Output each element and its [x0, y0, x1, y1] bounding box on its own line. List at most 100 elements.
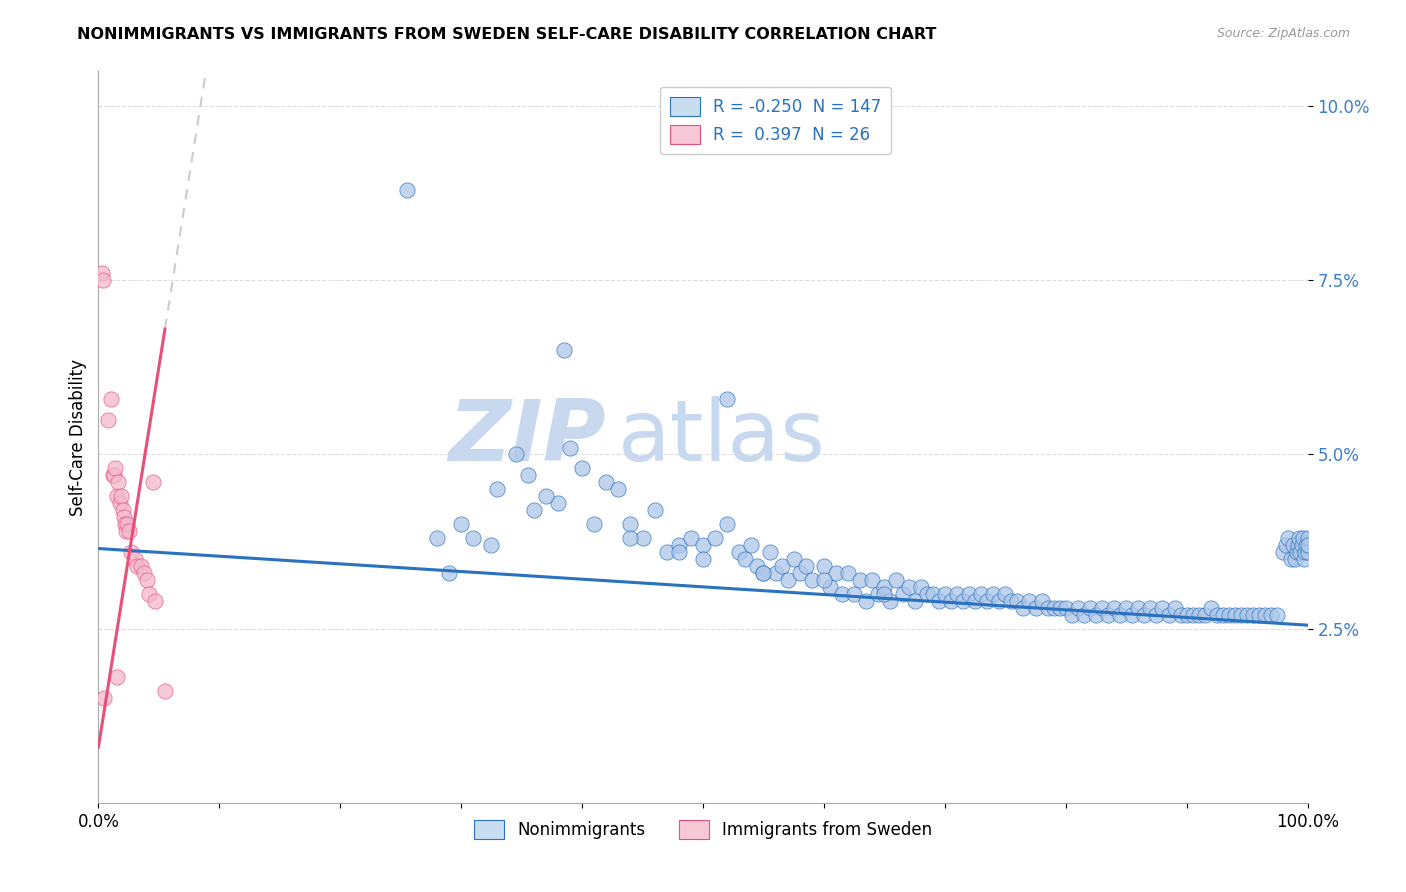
Point [124, 552, 146, 566]
Point [910, 580, 932, 594]
Point [101, 468, 124, 483]
Point [1223, 607, 1246, 622]
Point [747, 558, 769, 573]
Point [891, 587, 914, 601]
Point [897, 580, 920, 594]
Point [1294, 545, 1316, 559]
Point [143, 594, 166, 608]
Point [120, 545, 142, 559]
Point [818, 580, 841, 594]
Point [583, 517, 606, 532]
Point [1284, 552, 1306, 566]
Point [988, 594, 1011, 608]
Point [1296, 538, 1319, 552]
Point [868, 587, 890, 601]
Point [1296, 545, 1319, 559]
Point [115, 524, 138, 538]
Point [1194, 607, 1216, 622]
Point [505, 448, 527, 462]
Point [921, 587, 943, 601]
Point [1146, 607, 1168, 622]
Point [1031, 594, 1053, 608]
Point [1267, 607, 1289, 622]
Point [93, 691, 115, 706]
Point [105, 489, 128, 503]
Point [134, 566, 156, 580]
Point [1279, 552, 1302, 566]
Point [879, 594, 901, 608]
Point [740, 538, 762, 552]
Point [946, 587, 969, 601]
Point [1292, 552, 1315, 566]
Point [1036, 600, 1059, 615]
Point [426, 531, 449, 545]
Point [97, 412, 120, 426]
Point [1170, 607, 1192, 622]
Point [1097, 607, 1119, 622]
Point [831, 587, 853, 601]
Point [595, 475, 617, 490]
Point [1289, 545, 1312, 559]
Point [1012, 600, 1035, 615]
Point [107, 475, 129, 490]
Point [734, 552, 756, 566]
Point [1085, 607, 1108, 622]
Point [776, 573, 799, 587]
Point [1042, 600, 1064, 615]
Point [1249, 607, 1271, 622]
Point [450, 517, 472, 532]
Point [104, 461, 127, 475]
Text: NONIMMIGRANTS VS IMMIGRANTS FROM SWEDEN SELF-CARE DISABILITY CORRELATION CHART: NONIMMIGRANTS VS IMMIGRANTS FROM SWEDEN … [77, 27, 936, 42]
Point [716, 517, 738, 532]
Point [1091, 600, 1114, 615]
Point [1115, 600, 1137, 615]
Point [904, 594, 927, 608]
Point [1285, 545, 1308, 559]
Point [837, 566, 859, 580]
Point [849, 573, 872, 587]
Point [1254, 607, 1277, 622]
Point [1292, 531, 1315, 545]
Point [138, 587, 160, 601]
Point [619, 517, 641, 532]
Point [437, 566, 460, 580]
Point [789, 566, 811, 580]
Point [129, 558, 152, 573]
Point [105, 670, 128, 684]
Point [752, 566, 775, 580]
Point [873, 587, 896, 601]
Point [1024, 600, 1046, 615]
Point [100, 392, 122, 406]
Point [1007, 594, 1029, 608]
Point [873, 580, 896, 594]
Point [395, 183, 418, 197]
Point [108, 496, 131, 510]
Point [1018, 594, 1040, 608]
Point [692, 538, 714, 552]
Point [704, 531, 727, 545]
Point [118, 524, 141, 538]
Point [1236, 607, 1258, 622]
Point [1152, 600, 1174, 615]
Point [758, 545, 780, 559]
Point [957, 587, 980, 601]
Point [1175, 607, 1198, 622]
Point [1157, 607, 1180, 622]
Point [1295, 538, 1317, 552]
Point [1241, 607, 1264, 622]
Point [516, 468, 538, 483]
Point [1296, 531, 1319, 545]
Point [825, 566, 848, 580]
Point [534, 489, 557, 503]
Point [981, 587, 1004, 601]
Point [558, 441, 581, 455]
Point [1282, 538, 1305, 552]
Point [970, 587, 993, 601]
Point [915, 587, 938, 601]
Point [1049, 600, 1071, 615]
Point [91, 266, 114, 280]
Point [1073, 607, 1095, 622]
Point [794, 558, 817, 573]
Point [631, 531, 654, 545]
Point [765, 566, 787, 580]
